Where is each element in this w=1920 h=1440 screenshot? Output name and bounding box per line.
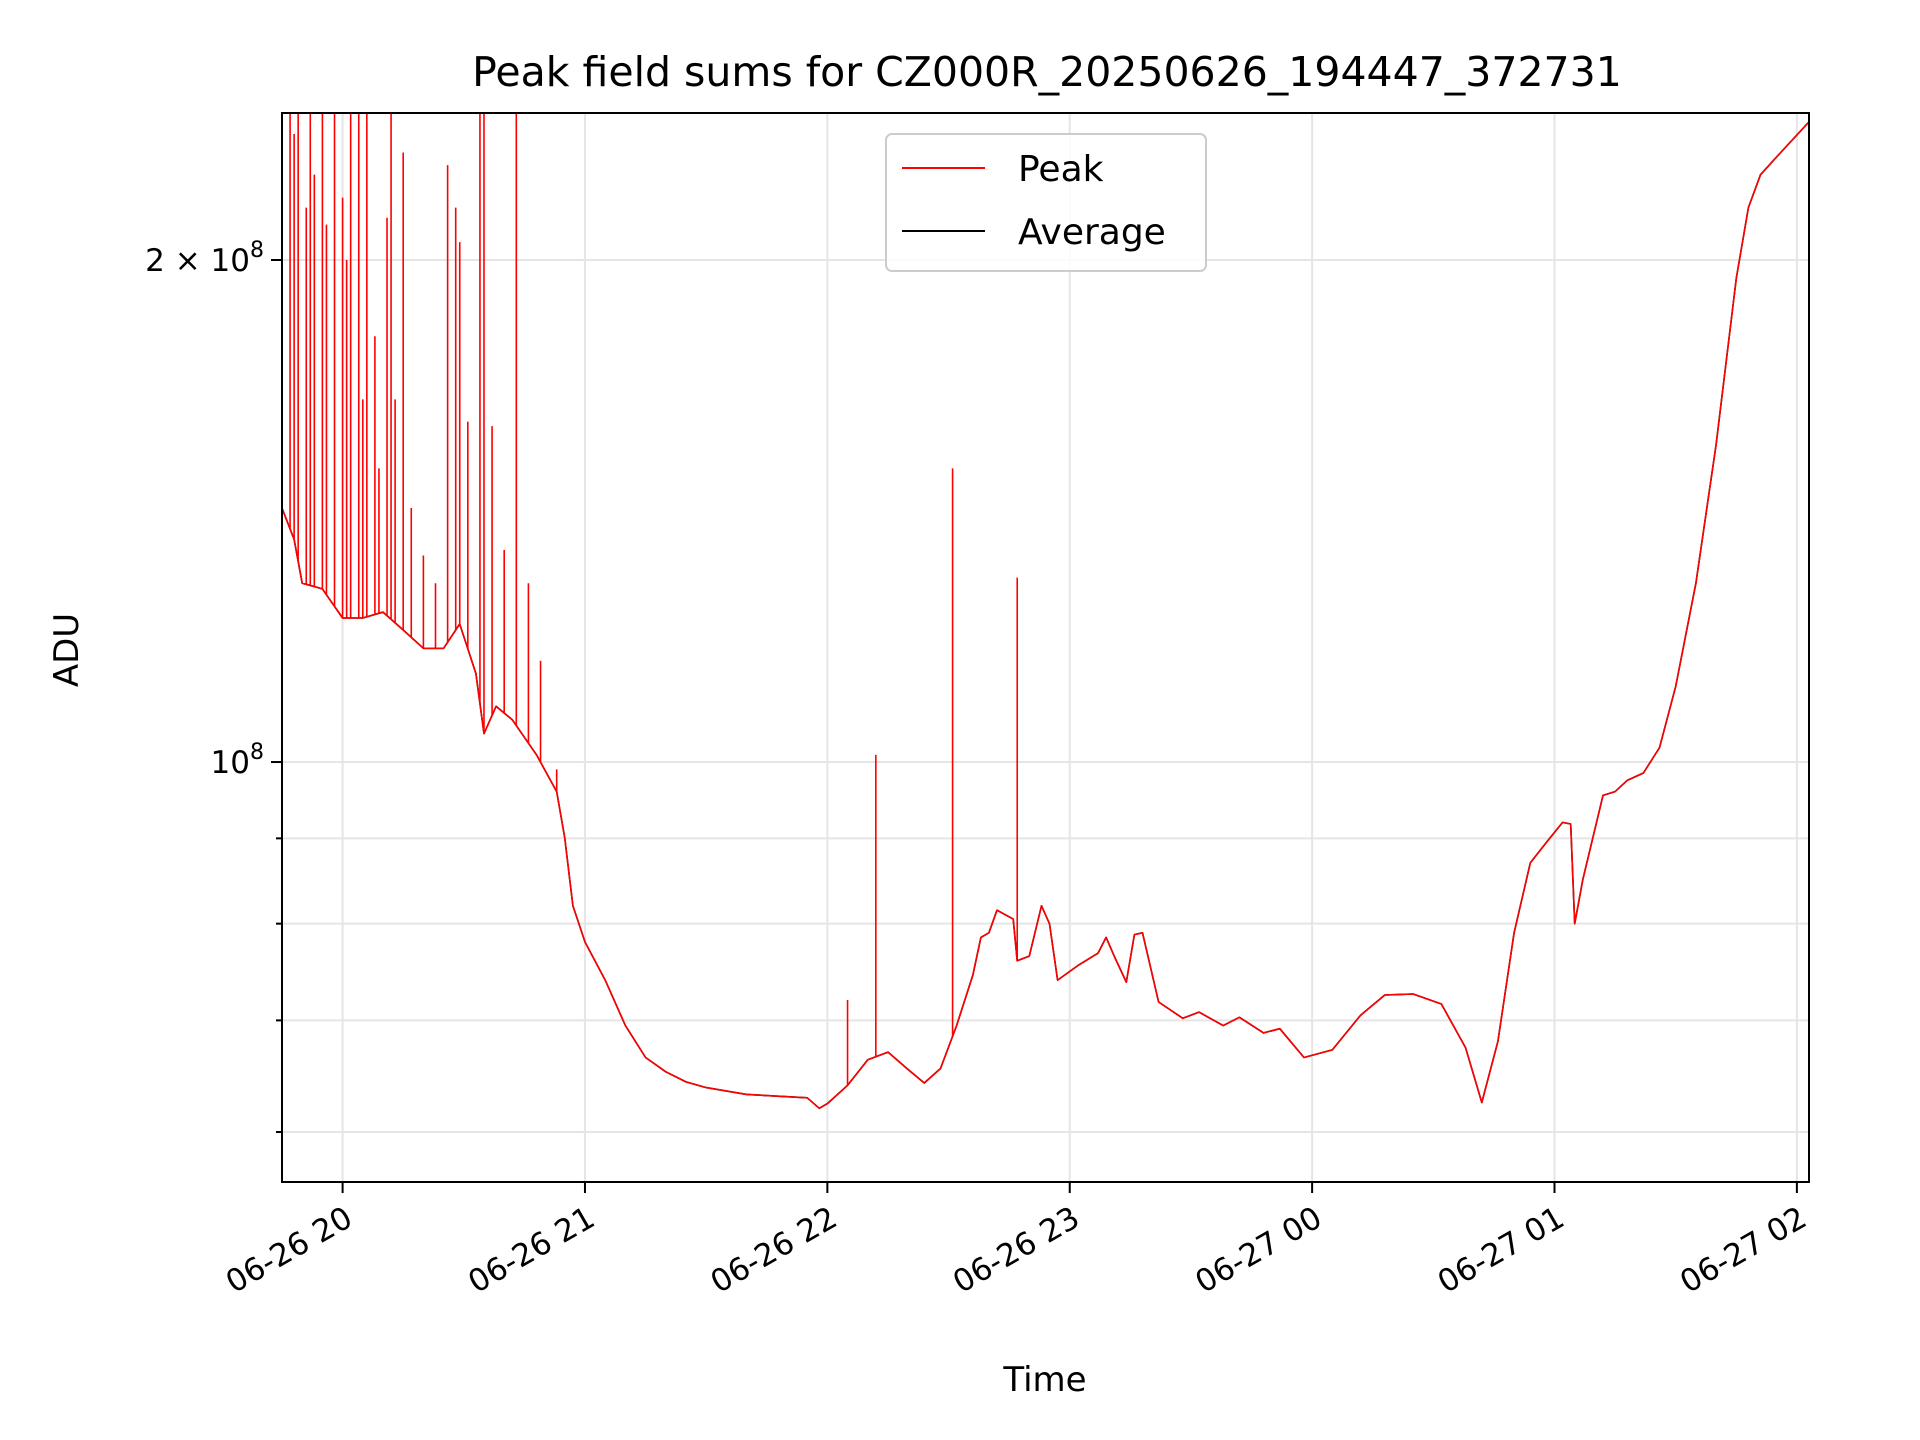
peak-series-layer	[281, 113, 1810, 1110]
legend: Peak Average	[885, 133, 1207, 272]
y-axis-ticks: 108 2 × 108	[145, 238, 282, 1134]
y-axis-label: ADU	[47, 613, 87, 687]
y-tick-label: 2 × 108	[145, 238, 264, 279]
grid-layer	[282, 113, 1809, 1182]
peak-line	[281, 121, 1810, 1110]
plot-frame	[281, 112, 1810, 1183]
x-axis-label: Time	[1002, 1360, 1086, 1400]
y-tick-label: 108	[211, 740, 264, 781]
legend-average-label: Average	[1018, 212, 1166, 253]
chart-title: Peak field sums for CZ000R_20250626_1944…	[472, 48, 1622, 96]
plot-area-background	[282, 113, 1809, 1182]
legend-peak-label: Peak	[1018, 149, 1104, 190]
